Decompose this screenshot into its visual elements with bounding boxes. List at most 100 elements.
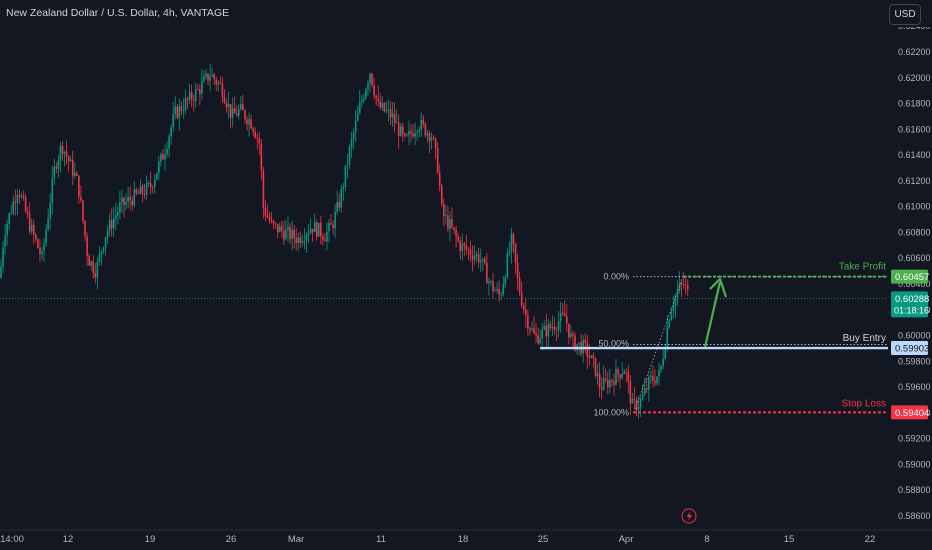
candle-body: [631, 398, 634, 404]
candle-body: [402, 126, 404, 134]
candle-body: [512, 233, 515, 244]
candle-body: [43, 243, 45, 252]
candle-body: [584, 340, 587, 343]
candle-body: [406, 134, 408, 136]
stop-loss-price-tag: 0.59404: [895, 408, 929, 419]
buy-entry-price-tag: 0.59903: [895, 344, 929, 355]
candle-body: [291, 229, 293, 240]
candle-body: [22, 195, 25, 198]
candle-body: [639, 399, 642, 407]
candle-body: [172, 114, 174, 128]
candle-body: [529, 328, 531, 330]
candle-body: [328, 222, 330, 232]
candle-body: [473, 256, 476, 260]
candle-body: [256, 137, 259, 139]
candle-body: [387, 109, 390, 111]
candle-body: [449, 219, 451, 229]
price-tick-label: 0.59200: [898, 434, 931, 444]
candle-body: [264, 208, 267, 216]
candle-body: [568, 323, 570, 337]
candle-body: [637, 406, 640, 410]
candle-body: [539, 338, 541, 344]
candle-body: [223, 96, 226, 103]
candle-body: [676, 290, 679, 297]
candle-body: [488, 281, 490, 284]
candle-body: [516, 262, 519, 279]
candle-body: [377, 97, 379, 102]
candle-body: [121, 197, 123, 203]
lightning-icon-ring: [681, 508, 697, 524]
candle-body: [662, 358, 664, 366]
candle-body: [178, 105, 181, 118]
candle-body: [12, 201, 15, 214]
candle-body: [525, 309, 527, 316]
candle-body: [59, 145, 62, 160]
candle-body: [110, 219, 113, 229]
price-tick-label: 0.61800: [898, 99, 931, 109]
candle-body: [613, 381, 615, 385]
candle-body: [621, 374, 623, 379]
candle-body: [354, 120, 357, 133]
candle-body: [594, 358, 597, 376]
candle-body: [170, 127, 172, 137]
candle-body: [240, 103, 242, 109]
candle-body: [404, 133, 406, 136]
candle-body: [246, 119, 248, 125]
candle-body: [197, 89, 199, 90]
candle-body: [604, 378, 607, 380]
time-tick-label: 22: [865, 534, 876, 545]
candle-body: [652, 376, 654, 381]
overlays-layer: Take Profit Buy Entry Stop Loss 0.00% 50.00%…: [0, 262, 888, 417]
candle-body: [645, 388, 648, 390]
candle-body: [115, 215, 117, 219]
candle-body: [334, 211, 336, 229]
candle-body: [664, 348, 666, 359]
candle-body: [313, 222, 316, 233]
candle-body: [660, 365, 662, 370]
candle-body: [332, 224, 334, 229]
candle-body: [176, 106, 179, 118]
candle-body: [397, 122, 400, 136]
candle-body: [2, 247, 4, 267]
currency-button[interactable]: USD: [889, 4, 921, 25]
candle-body: [123, 197, 125, 205]
candle-body: [545, 325, 548, 337]
candle-body: [135, 189, 138, 193]
price-tick-label: 0.61200: [898, 176, 931, 186]
candle-body: [20, 195, 23, 197]
candle-body: [344, 165, 347, 187]
price-tick-label: 0.58800: [898, 485, 931, 495]
candle-body: [139, 186, 142, 194]
lightning-icon[interactable]: [681, 508, 697, 524]
candle-body: [219, 82, 222, 84]
take-profit-price-tag-bg: [891, 269, 928, 284]
candle-body: [65, 151, 68, 157]
candle-body: [680, 283, 683, 285]
candle-body: [51, 177, 54, 204]
bar-countdown: 01:18:16: [894, 305, 929, 315]
candle-body: [225, 102, 228, 108]
candle-body: [408, 131, 410, 135]
candle-body: [10, 213, 13, 214]
candle-body: [268, 216, 271, 221]
target-arrow-head: [709, 277, 728, 298]
candle-body: [506, 253, 509, 278]
candle-body: [143, 193, 146, 195]
candle-body: [6, 223, 8, 236]
candle-body: [461, 243, 464, 252]
candle-body: [617, 369, 619, 375]
candle-body: [80, 196, 82, 201]
candle-body: [188, 91, 191, 100]
price-axis: 0.62200 0.62000 0.61800 0.61600 0.61400 0.612…: [888, 0, 932, 530]
candle-body: [227, 104, 230, 108]
candle-body: [350, 138, 353, 148]
candle-body: [199, 89, 201, 94]
candle-body: [252, 128, 254, 132]
stop-loss-price-tag-bg: [891, 405, 928, 420]
candle-body: [4, 235, 6, 248]
candle-body: [547, 323, 550, 337]
candle-body: [650, 376, 652, 377]
candle-body: [453, 227, 455, 230]
candle-body: [266, 215, 269, 217]
